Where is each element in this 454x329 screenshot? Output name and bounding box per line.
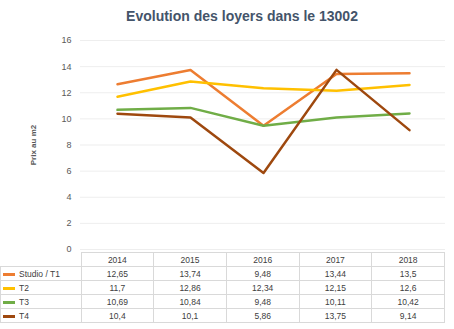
html-text:13,5: 13,5: [399, 268, 417, 279]
html-text:10,11: 10,11: [325, 296, 346, 307]
html-text:5,86: 5,86: [254, 310, 271, 321]
svg-text:2: 2: [66, 218, 71, 228]
html-text:12,6: 12,6: [399, 282, 417, 293]
html-text:12,65: 12,65: [106, 268, 128, 279]
html-text:9,14: 9,14: [399, 310, 417, 321]
html-text:Evolution des loyers dans le 1: Evolution des loyers dans le 13002: [126, 8, 358, 24]
svg-text:12: 12: [61, 88, 71, 98]
svg-text:Prix au m2: Prix au m2: [29, 124, 38, 165]
html-text:T2: T2: [19, 282, 29, 293]
html-text:10,1: 10,1: [181, 310, 199, 321]
html-text:9,48: 9,48: [254, 268, 271, 279]
svg-text:10: 10: [61, 114, 71, 124]
html-text:10,69: 10,69: [106, 296, 128, 307]
html-text:2016: 2016: [253, 254, 273, 265]
html-text:12,86: 12,86: [179, 282, 201, 293]
html-text:12,15: 12,15: [324, 282, 346, 293]
html-text:11,7: 11,7: [109, 282, 126, 293]
svg-text:4: 4: [66, 192, 71, 202]
html-text:T4: T4: [19, 310, 29, 321]
svg-text:14: 14: [61, 62, 71, 72]
html-text:10,42: 10,42: [397, 296, 419, 307]
html-text:10,4: 10,4: [109, 310, 126, 321]
html-text:T3: T3: [19, 296, 29, 307]
html-text:13,75: 13,75: [324, 310, 346, 321]
html-text:2017: 2017: [325, 254, 345, 265]
html-text:2018: 2018: [398, 254, 418, 265]
html-text:9,48: 9,48: [254, 296, 271, 307]
html-text:10,84: 10,84: [179, 296, 201, 307]
html-text:2015: 2015: [180, 254, 200, 265]
svg-text:16: 16: [61, 35, 71, 45]
svg-text:6: 6: [66, 166, 71, 176]
svg-text:0: 0: [66, 244, 71, 252]
svg-text:8: 8: [66, 140, 71, 150]
html-text:2014: 2014: [107, 254, 127, 265]
html-text:Studio / T1: Studio / T1: [19, 268, 60, 279]
html-text:13,74: 13,74: [179, 268, 201, 279]
html-text:12,34: 12,34: [252, 282, 274, 293]
html-text:13,44: 13,44: [324, 268, 346, 279]
